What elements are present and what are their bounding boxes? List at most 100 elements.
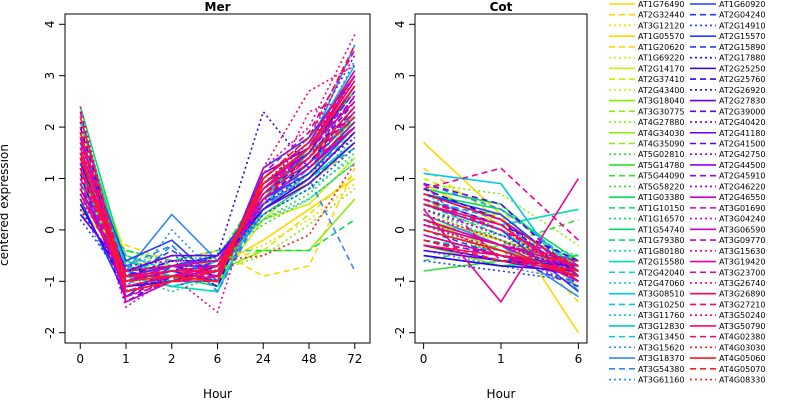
legend-label: AT1G76490 (638, 0, 684, 9)
legend-label: AT4G05060 (719, 354, 765, 363)
legend-label: AT4G35090 (638, 139, 684, 148)
series-line (423, 224, 579, 262)
x-axis-label: Hour (487, 387, 516, 400)
x-tick-label: 0 (420, 352, 428, 366)
legend-label: AT3G10250 (638, 300, 684, 309)
legend-label: AT3G12830 (638, 322, 684, 331)
legend-label: AT3G01690 (719, 204, 765, 213)
x-tick-label: 6 (575, 352, 583, 366)
legend-label: AT1G69220 (638, 54, 684, 63)
plot-frame (64, 13, 371, 344)
legend-label: AT3G27210 (719, 300, 765, 309)
series-line (423, 208, 579, 267)
legend-label: AT2G41180 (719, 129, 765, 138)
legend-label: AT2G14170 (638, 64, 684, 73)
legend-label: AT2G17880 (719, 54, 765, 63)
series-line (423, 239, 579, 277)
x-tick-label: 2 (168, 352, 176, 366)
y-tick-label: -1 (393, 275, 407, 287)
legend-label: AT3G12120 (638, 21, 684, 30)
legend-label: AT2G25250 (719, 64, 765, 73)
legend-label: AT3G30775 (638, 107, 684, 116)
series-line (79, 152, 356, 272)
legend-label: AT3G11760 (638, 311, 684, 320)
legend-label: AT4G34030 (638, 129, 684, 138)
legend-label: AT1G03380 (638, 193, 684, 202)
legend-label: AT3G50240 (719, 311, 765, 320)
y-axis-label: centered expression (0, 144, 11, 266)
x-tick-label: 48 (301, 352, 316, 366)
x-tick-label: 24 (256, 352, 271, 366)
y-tick-label: 2 (43, 123, 57, 131)
series-lines (79, 34, 356, 314)
y-tick-label: 4 (393, 20, 407, 28)
legend-label: AT4G02380 (719, 333, 765, 342)
series-line (79, 213, 356, 262)
series-line (79, 75, 356, 283)
series-line (423, 249, 579, 283)
legend-label: AT3G26890 (719, 290, 765, 299)
series-line (79, 131, 356, 267)
legend-label: AT2G42750 (719, 150, 765, 159)
x-tick-label: 1 (497, 352, 505, 366)
series-line (423, 167, 579, 241)
x-tick-label: 0 (76, 352, 84, 366)
series-line (423, 203, 579, 282)
legend-label: AT3G08510 (638, 290, 684, 299)
legend-label: AT3G18370 (638, 354, 684, 363)
legend-label: AT3G15630 (719, 247, 765, 256)
legend-label: AT5G14780 (638, 161, 684, 170)
legend-label: AT2G39000 (719, 107, 765, 116)
legend-label: AT1G10150 (638, 204, 684, 213)
legend-label: AT4G08330 (719, 376, 765, 385)
series-line (423, 229, 579, 277)
panel-mer: Mer 0 1 2 6 24 48 72 -2 -1 0 1 2 3 4 Hour (43, 0, 371, 401)
legend-label: AT3G04240 (719, 215, 765, 224)
x-tick-label: 1 (122, 352, 130, 366)
legend-label: AT3G09770 (719, 236, 765, 245)
legend-label: AT2G32440 (638, 11, 684, 20)
series-line (79, 95, 356, 298)
legend-label: AT4G05070 (719, 365, 765, 374)
legend-label: AT3G61160 (638, 376, 684, 385)
series-line (422, 178, 580, 304)
legend-label: AT2G25760 (719, 75, 765, 84)
legend-label: AT1G20620 (638, 43, 684, 52)
panel-title: Mer (205, 0, 231, 14)
y-tick-label: 3 (393, 72, 407, 80)
legend-label: AT3G54380 (638, 365, 684, 374)
legend-label: AT2G46220 (719, 182, 765, 191)
legend-label: AT1G60920 (719, 0, 765, 9)
y-tick-label: 1 (43, 175, 57, 183)
series-line (423, 183, 579, 262)
y-tick-label: -1 (43, 275, 57, 287)
legend-label: AT2G15890 (719, 43, 765, 52)
legend-label: AT3G26740 (719, 279, 765, 288)
y-tick-label: 1 (393, 175, 407, 183)
legend-label: AT2G26920 (719, 86, 765, 95)
legend-label: AT2G43400 (638, 86, 684, 95)
legend-label: AT2G15580 (638, 258, 684, 267)
x-axis-label: Hour (203, 387, 232, 400)
legend-label: AT2G42040 (638, 268, 684, 277)
series-line (79, 162, 356, 272)
series-line (423, 182, 579, 277)
y-tick-label: 0 (393, 226, 407, 234)
panel-title: Cot (490, 0, 513, 14)
legend-label: AT5G02810 (638, 150, 684, 159)
series-line (423, 182, 579, 267)
series-line (423, 260, 579, 283)
legend-label: AT1G54740 (638, 225, 684, 234)
panel-cot: Cot 0 1 6 -2 -1 0 1 2 3 4 Hour (393, 0, 588, 401)
legend-label: AT2G15570 (719, 32, 765, 41)
legend-label: AT3G19420 (719, 258, 765, 267)
legend-label: AT2G46550 (719, 193, 765, 202)
legend-label: AT2G41500 (719, 139, 765, 148)
legend-label: AT2G14910 (719, 21, 765, 30)
legend-label: AT5G58220 (638, 182, 684, 191)
series-line (79, 167, 356, 278)
legend-label: AT4G27880 (638, 118, 684, 127)
series-line (79, 34, 356, 314)
